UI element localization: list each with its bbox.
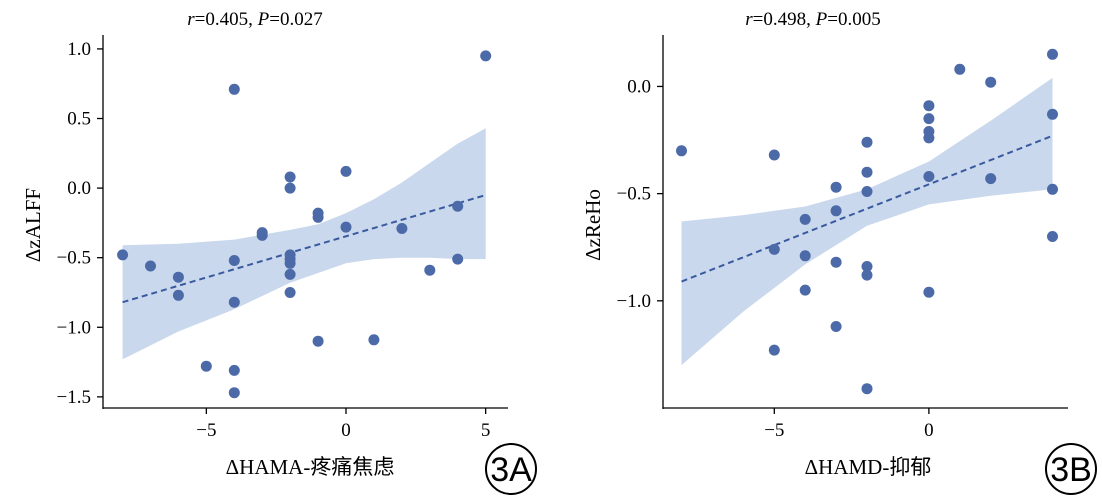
regression-line-3a bbox=[122, 194, 486, 304]
data-point-3a bbox=[117, 249, 129, 261]
data-point-3b bbox=[861, 261, 873, 272]
data-point-3b bbox=[923, 100, 935, 112]
data-point-3a bbox=[396, 223, 408, 234]
data-point-3a bbox=[228, 364, 240, 376]
data-point-3a bbox=[340, 221, 352, 233]
data-point-3a bbox=[452, 253, 464, 265]
x-tick-label-3b: −5 bbox=[764, 420, 784, 441]
data-point-3a bbox=[284, 171, 296, 183]
data-point-3b bbox=[830, 321, 842, 332]
data-point-3a bbox=[284, 287, 296, 298]
confidence-band-3a bbox=[122, 128, 486, 360]
x-tick-label-3b: 0 bbox=[924, 420, 934, 441]
confidence-band-3b bbox=[681, 77, 1053, 366]
data-point-3b bbox=[799, 284, 811, 296]
plot-area-3b: −5 0 −1.0 −0.5 0.0 bbox=[617, 35, 1068, 441]
data-point-3b bbox=[830, 181, 842, 193]
panel-label-3a: 3A bbox=[485, 443, 537, 495]
chart-panel-3b: r=0.498, P=0.005 −5 0 −1.0 −0.5 0.0 ΔHAMD-抑郁… bbox=[581, 9, 1097, 495]
chart-panel-3a: r=0.405, P=0.027 −5 0 5 −1.5 −1.0 −0.5 0.0 0.5 1… bbox=[21, 9, 537, 495]
plot-area-3a: −5 0 5 −1.5 −1.0 −0.5 0.0 0.5 1.0 bbox=[57, 35, 508, 441]
x-tick-label-3a: 0 bbox=[341, 420, 351, 441]
data-point-3b bbox=[923, 132, 935, 144]
x-axis-label-3a: ΔHAMA-疼痛焦虑 bbox=[226, 455, 395, 479]
stat-annotation-3a: r=0.405, P=0.027 bbox=[187, 9, 322, 30]
data-point-3b bbox=[923, 171, 935, 182]
data-point-3b bbox=[768, 149, 780, 161]
y-axis-label-3a: ΔzALFF bbox=[21, 188, 45, 262]
y-tick-label-3b: 0.0 bbox=[627, 76, 651, 97]
data-point-3a bbox=[256, 229, 268, 241]
data-point-3a bbox=[424, 264, 436, 276]
svg-text:3A: 3A bbox=[490, 451, 532, 489]
y-axis-label-3b: ΔzReHo bbox=[581, 189, 605, 261]
data-point-3b bbox=[768, 243, 780, 255]
data-point-3b bbox=[861, 269, 873, 281]
data-point-3b bbox=[799, 213, 811, 225]
data-point-3b bbox=[861, 186, 873, 197]
data-point-3b bbox=[954, 63, 966, 75]
data-point-3a bbox=[368, 334, 380, 346]
data-point-3b bbox=[799, 250, 811, 262]
y-tick-label-3a: −0.5 bbox=[57, 248, 91, 269]
data-point-3b bbox=[830, 256, 842, 268]
y-tick-label-3a: 0.0 bbox=[67, 178, 91, 199]
y-tick-label-3a: 0.5 bbox=[67, 109, 91, 130]
data-point-3a bbox=[284, 182, 296, 194]
panel-label-3b: 3B bbox=[1045, 443, 1097, 495]
y-tick-label-3a: −1.0 bbox=[57, 317, 91, 338]
data-point-3a bbox=[228, 296, 240, 308]
data-point-3b bbox=[985, 76, 997, 88]
data-point-3b bbox=[1047, 48, 1058, 60]
data-point-3a bbox=[228, 387, 240, 399]
data-point-3b bbox=[1047, 183, 1058, 195]
data-point-3a bbox=[284, 257, 296, 269]
data-point-3b bbox=[676, 145, 687, 157]
svg-text:3B: 3B bbox=[1050, 451, 1092, 489]
y-tick-label-3a: 1.0 bbox=[67, 39, 91, 60]
x-tick-label-3a: 5 bbox=[481, 420, 491, 441]
data-point-3a bbox=[145, 260, 156, 272]
data-point-3a bbox=[284, 268, 296, 280]
stat-annotation-3b: r=0.498, P=0.005 bbox=[745, 9, 880, 30]
data-point-3a bbox=[340, 165, 352, 177]
y-tick-label-3b: −0.5 bbox=[617, 184, 651, 205]
data-point-3a bbox=[228, 83, 240, 95]
data-point-3b bbox=[861, 166, 873, 178]
data-point-3a bbox=[172, 289, 184, 301]
data-point-3a bbox=[200, 360, 212, 372]
regression-line-3b bbox=[681, 134, 1053, 283]
data-point-3b bbox=[923, 286, 935, 298]
data-point-3b bbox=[985, 173, 997, 185]
y-tick-label-3a: −1.5 bbox=[57, 387, 91, 408]
data-point-3b bbox=[861, 136, 873, 148]
data-point-3b bbox=[923, 113, 935, 125]
data-point-3b bbox=[861, 383, 873, 395]
x-tick-label-3a: −5 bbox=[196, 420, 216, 441]
data-point-3a bbox=[312, 335, 324, 347]
data-point-3b bbox=[1047, 231, 1058, 242]
data-point-3b bbox=[1047, 108, 1058, 120]
data-point-3a bbox=[228, 255, 240, 266]
data-point-3a bbox=[452, 200, 464, 212]
data-point-3a bbox=[172, 271, 184, 283]
y-tick-label-3b: −1.0 bbox=[617, 291, 651, 312]
data-point-3b bbox=[830, 205, 842, 217]
data-point-3a bbox=[480, 50, 492, 62]
data-point-3b bbox=[768, 344, 780, 356]
x-axis-label-3b: ΔHAMD-抑郁 bbox=[805, 455, 932, 479]
data-point-3a bbox=[312, 211, 324, 223]
